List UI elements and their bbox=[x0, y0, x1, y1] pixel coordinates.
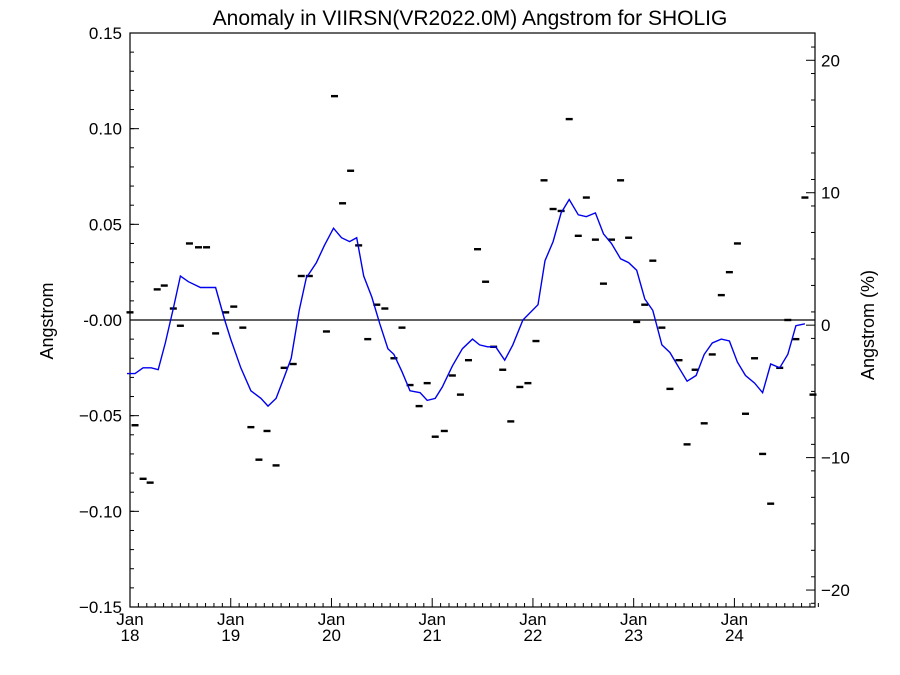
x-tick-month-label: Jan bbox=[217, 610, 244, 629]
smoothed-anomaly-line bbox=[127, 198, 806, 408]
x-tick-month-label: Jan bbox=[620, 610, 647, 629]
y-axis-label-right: Angstrom (%) bbox=[858, 270, 878, 380]
x-tick-month-label: Jan bbox=[721, 610, 748, 629]
x-tick-month-label: Jan bbox=[116, 610, 143, 629]
y-tick-label-left: 0.05 bbox=[89, 215, 122, 234]
x-tick-year-label: 20 bbox=[322, 626, 341, 645]
y-tick-label-right: 20 bbox=[821, 51, 840, 70]
y-tick-label-left: -0.00 bbox=[83, 311, 122, 330]
x-tick-month-label: Jan bbox=[418, 610, 445, 629]
y-tick-label-right: −10 bbox=[821, 449, 850, 468]
plot-area: 0.15 0.10 0.05 -0.00 −0.05 −0.10 −0.15 20 10 0 −10… bbox=[79, 24, 850, 645]
y-tick-label-left: −0.10 bbox=[79, 502, 122, 521]
y-tick-label-left: −0.15 bbox=[79, 598, 122, 617]
x-tick-month-label: Jan bbox=[318, 610, 345, 629]
chart-title: Anomaly in VIIRSN(VR2022.0M) Angstrom fo… bbox=[213, 7, 728, 30]
x-tick-month-label: Jan bbox=[519, 610, 546, 629]
x-tick-year-label: 18 bbox=[121, 626, 140, 645]
y-tick-label-right: −20 bbox=[821, 581, 850, 600]
x-tick-year-label: 22 bbox=[523, 626, 542, 645]
y-tick-label-right: 0 bbox=[821, 316, 830, 335]
x-tick-year-label: 23 bbox=[624, 626, 643, 645]
x-tick-year-label: 24 bbox=[725, 626, 744, 645]
y-tick-label-right: 10 bbox=[821, 184, 840, 203]
x-tick-year-label: 19 bbox=[221, 626, 240, 645]
y-axis-label-left: Angstrom bbox=[37, 282, 57, 359]
y-tick-label-left: 0.15 bbox=[89, 24, 122, 43]
y-tick-label-left: −0.05 bbox=[79, 407, 122, 426]
x-tick-year-label: 21 bbox=[423, 626, 442, 645]
y-tick-label-left: 0.10 bbox=[89, 120, 122, 139]
